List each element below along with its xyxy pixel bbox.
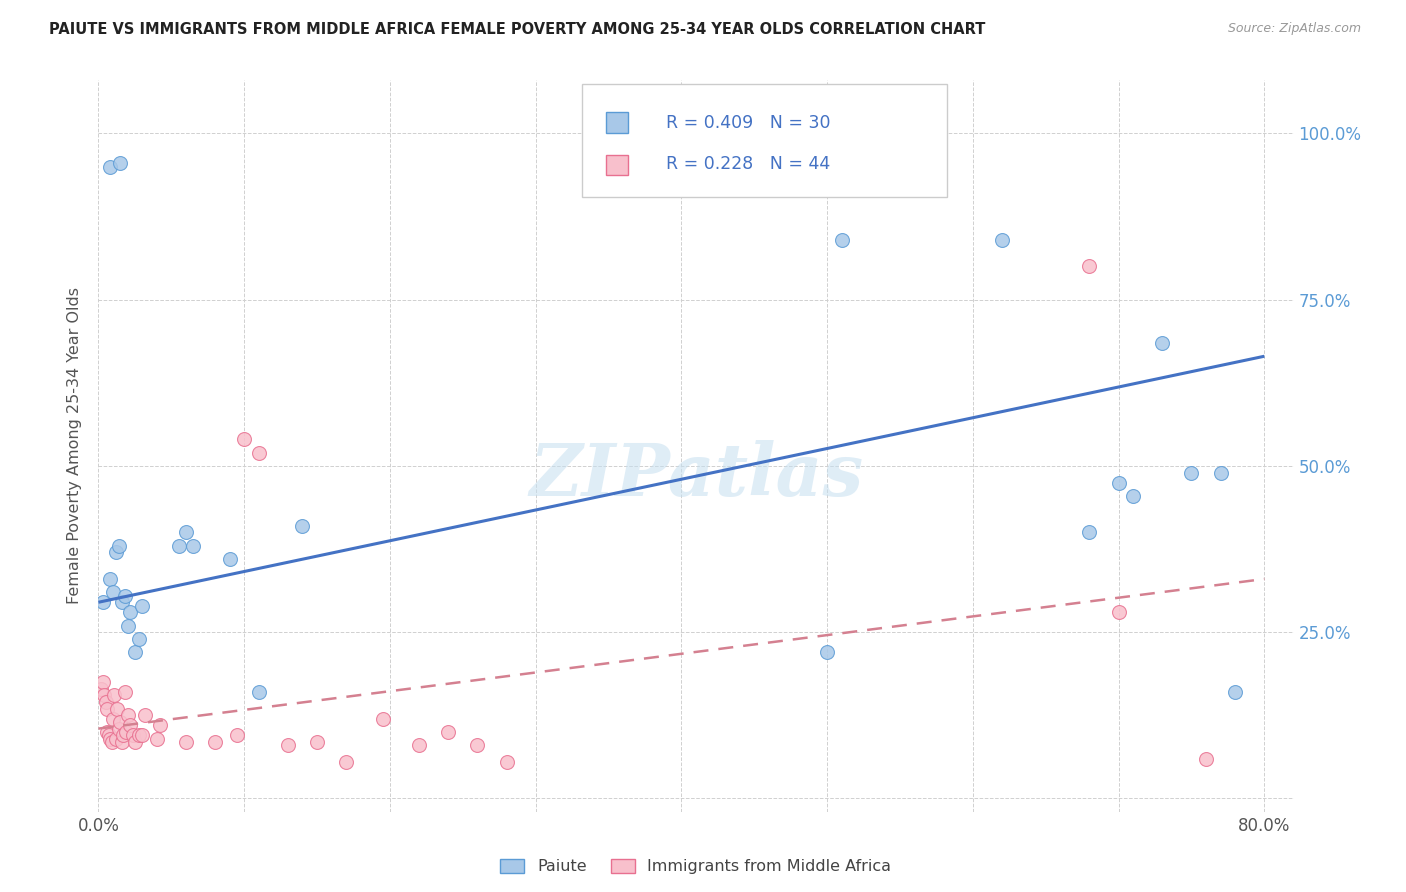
Point <box>91 675 114 690</box>
Point <box>247 685 270 699</box>
Y-axis label: Female Poverty Among 25-34 Year Olds: Female Poverty Among 25-34 Year Olds <box>67 287 83 605</box>
Point <box>93 689 115 703</box>
Point <box>104 545 127 559</box>
Point <box>991 233 1014 247</box>
Point <box>815 645 838 659</box>
Point <box>98 160 121 174</box>
Point <box>1078 260 1101 274</box>
Point <box>98 572 121 586</box>
Text: ZIPatlas: ZIPatlas <box>529 440 863 511</box>
Point <box>1180 466 1202 480</box>
FancyBboxPatch shape <box>606 155 627 176</box>
Text: R = 0.228   N = 44: R = 0.228 N = 44 <box>666 155 831 173</box>
Point <box>128 632 150 646</box>
Point <box>131 599 153 613</box>
Point <box>110 714 132 729</box>
Point <box>101 712 124 726</box>
Point <box>97 728 120 742</box>
Point <box>174 735 197 749</box>
Point <box>335 755 357 769</box>
Point <box>174 525 197 540</box>
Point <box>1122 489 1144 503</box>
Point <box>91 595 114 609</box>
Point <box>108 722 131 736</box>
Point <box>467 738 489 752</box>
Point <box>131 728 153 742</box>
FancyBboxPatch shape <box>582 84 948 197</box>
Point <box>104 731 127 746</box>
Point <box>277 738 299 752</box>
Point <box>128 728 150 742</box>
Point <box>291 518 314 533</box>
Point <box>233 433 256 447</box>
Point <box>117 618 139 632</box>
Point <box>149 718 172 732</box>
Point <box>371 712 394 726</box>
FancyBboxPatch shape <box>606 112 627 133</box>
Point <box>218 552 240 566</box>
Point <box>120 718 142 732</box>
Point <box>1209 466 1232 480</box>
Point <box>100 735 122 749</box>
Point <box>101 585 124 599</box>
Point <box>145 731 167 746</box>
Point <box>1078 525 1101 540</box>
Point <box>1108 475 1130 490</box>
Point <box>111 735 134 749</box>
Text: Source: ZipAtlas.com: Source: ZipAtlas.com <box>1227 22 1361 36</box>
Point <box>105 701 128 715</box>
Point <box>114 589 136 603</box>
Point <box>108 539 131 553</box>
Text: R = 0.409   N = 30: R = 0.409 N = 30 <box>666 113 831 132</box>
Point <box>181 539 204 553</box>
Point <box>115 725 138 739</box>
Point <box>124 735 146 749</box>
Point <box>114 685 136 699</box>
Point <box>1152 335 1174 350</box>
Point <box>1225 685 1247 699</box>
Point <box>831 233 853 247</box>
Point <box>94 695 117 709</box>
Point <box>408 738 430 752</box>
Point <box>112 728 135 742</box>
Point <box>1108 605 1130 619</box>
Point <box>247 445 270 459</box>
Point <box>111 595 134 609</box>
Legend: Paiute, Immigrants from Middle Africa: Paiute, Immigrants from Middle Africa <box>494 852 898 880</box>
Point <box>122 728 145 742</box>
Point <box>124 645 146 659</box>
Point <box>103 689 125 703</box>
Point <box>167 539 190 553</box>
Point <box>96 725 118 739</box>
Point <box>90 681 112 696</box>
Point <box>110 156 132 170</box>
Point <box>120 605 142 619</box>
Point <box>305 735 328 749</box>
Point <box>1195 751 1218 765</box>
Point <box>96 701 118 715</box>
Point <box>134 708 156 723</box>
Point <box>225 728 247 742</box>
Point <box>204 735 226 749</box>
Point <box>98 731 121 746</box>
Point <box>117 708 139 723</box>
Point <box>495 755 517 769</box>
Text: PAIUTE VS IMMIGRANTS FROM MIDDLE AFRICA FEMALE POVERTY AMONG 25-34 YEAR OLDS COR: PAIUTE VS IMMIGRANTS FROM MIDDLE AFRICA … <box>49 22 986 37</box>
Point <box>437 725 460 739</box>
